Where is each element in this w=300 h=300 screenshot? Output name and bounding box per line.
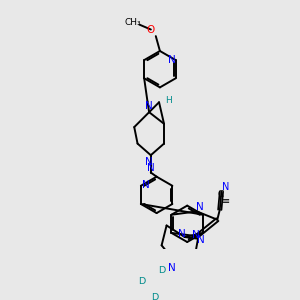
Text: N: N [178,229,186,239]
Text: D: D [138,277,146,286]
Text: H: H [166,96,172,105]
Text: CH₃: CH₃ [124,18,141,27]
Text: N: N [145,100,153,111]
Text: D: D [152,293,159,300]
Text: N: N [193,230,200,240]
Text: D: D [158,266,165,274]
Text: N: N [222,182,229,192]
Text: N: N [145,157,153,167]
Text: N: N [147,164,155,173]
Text: ≡: ≡ [222,196,230,206]
Text: N: N [196,202,204,212]
Text: N: N [142,180,150,190]
Text: O: O [147,25,155,34]
Text: N: N [197,236,205,245]
Text: N: N [169,55,176,65]
Text: N: N [169,263,176,274]
Text: C: C [218,190,224,199]
